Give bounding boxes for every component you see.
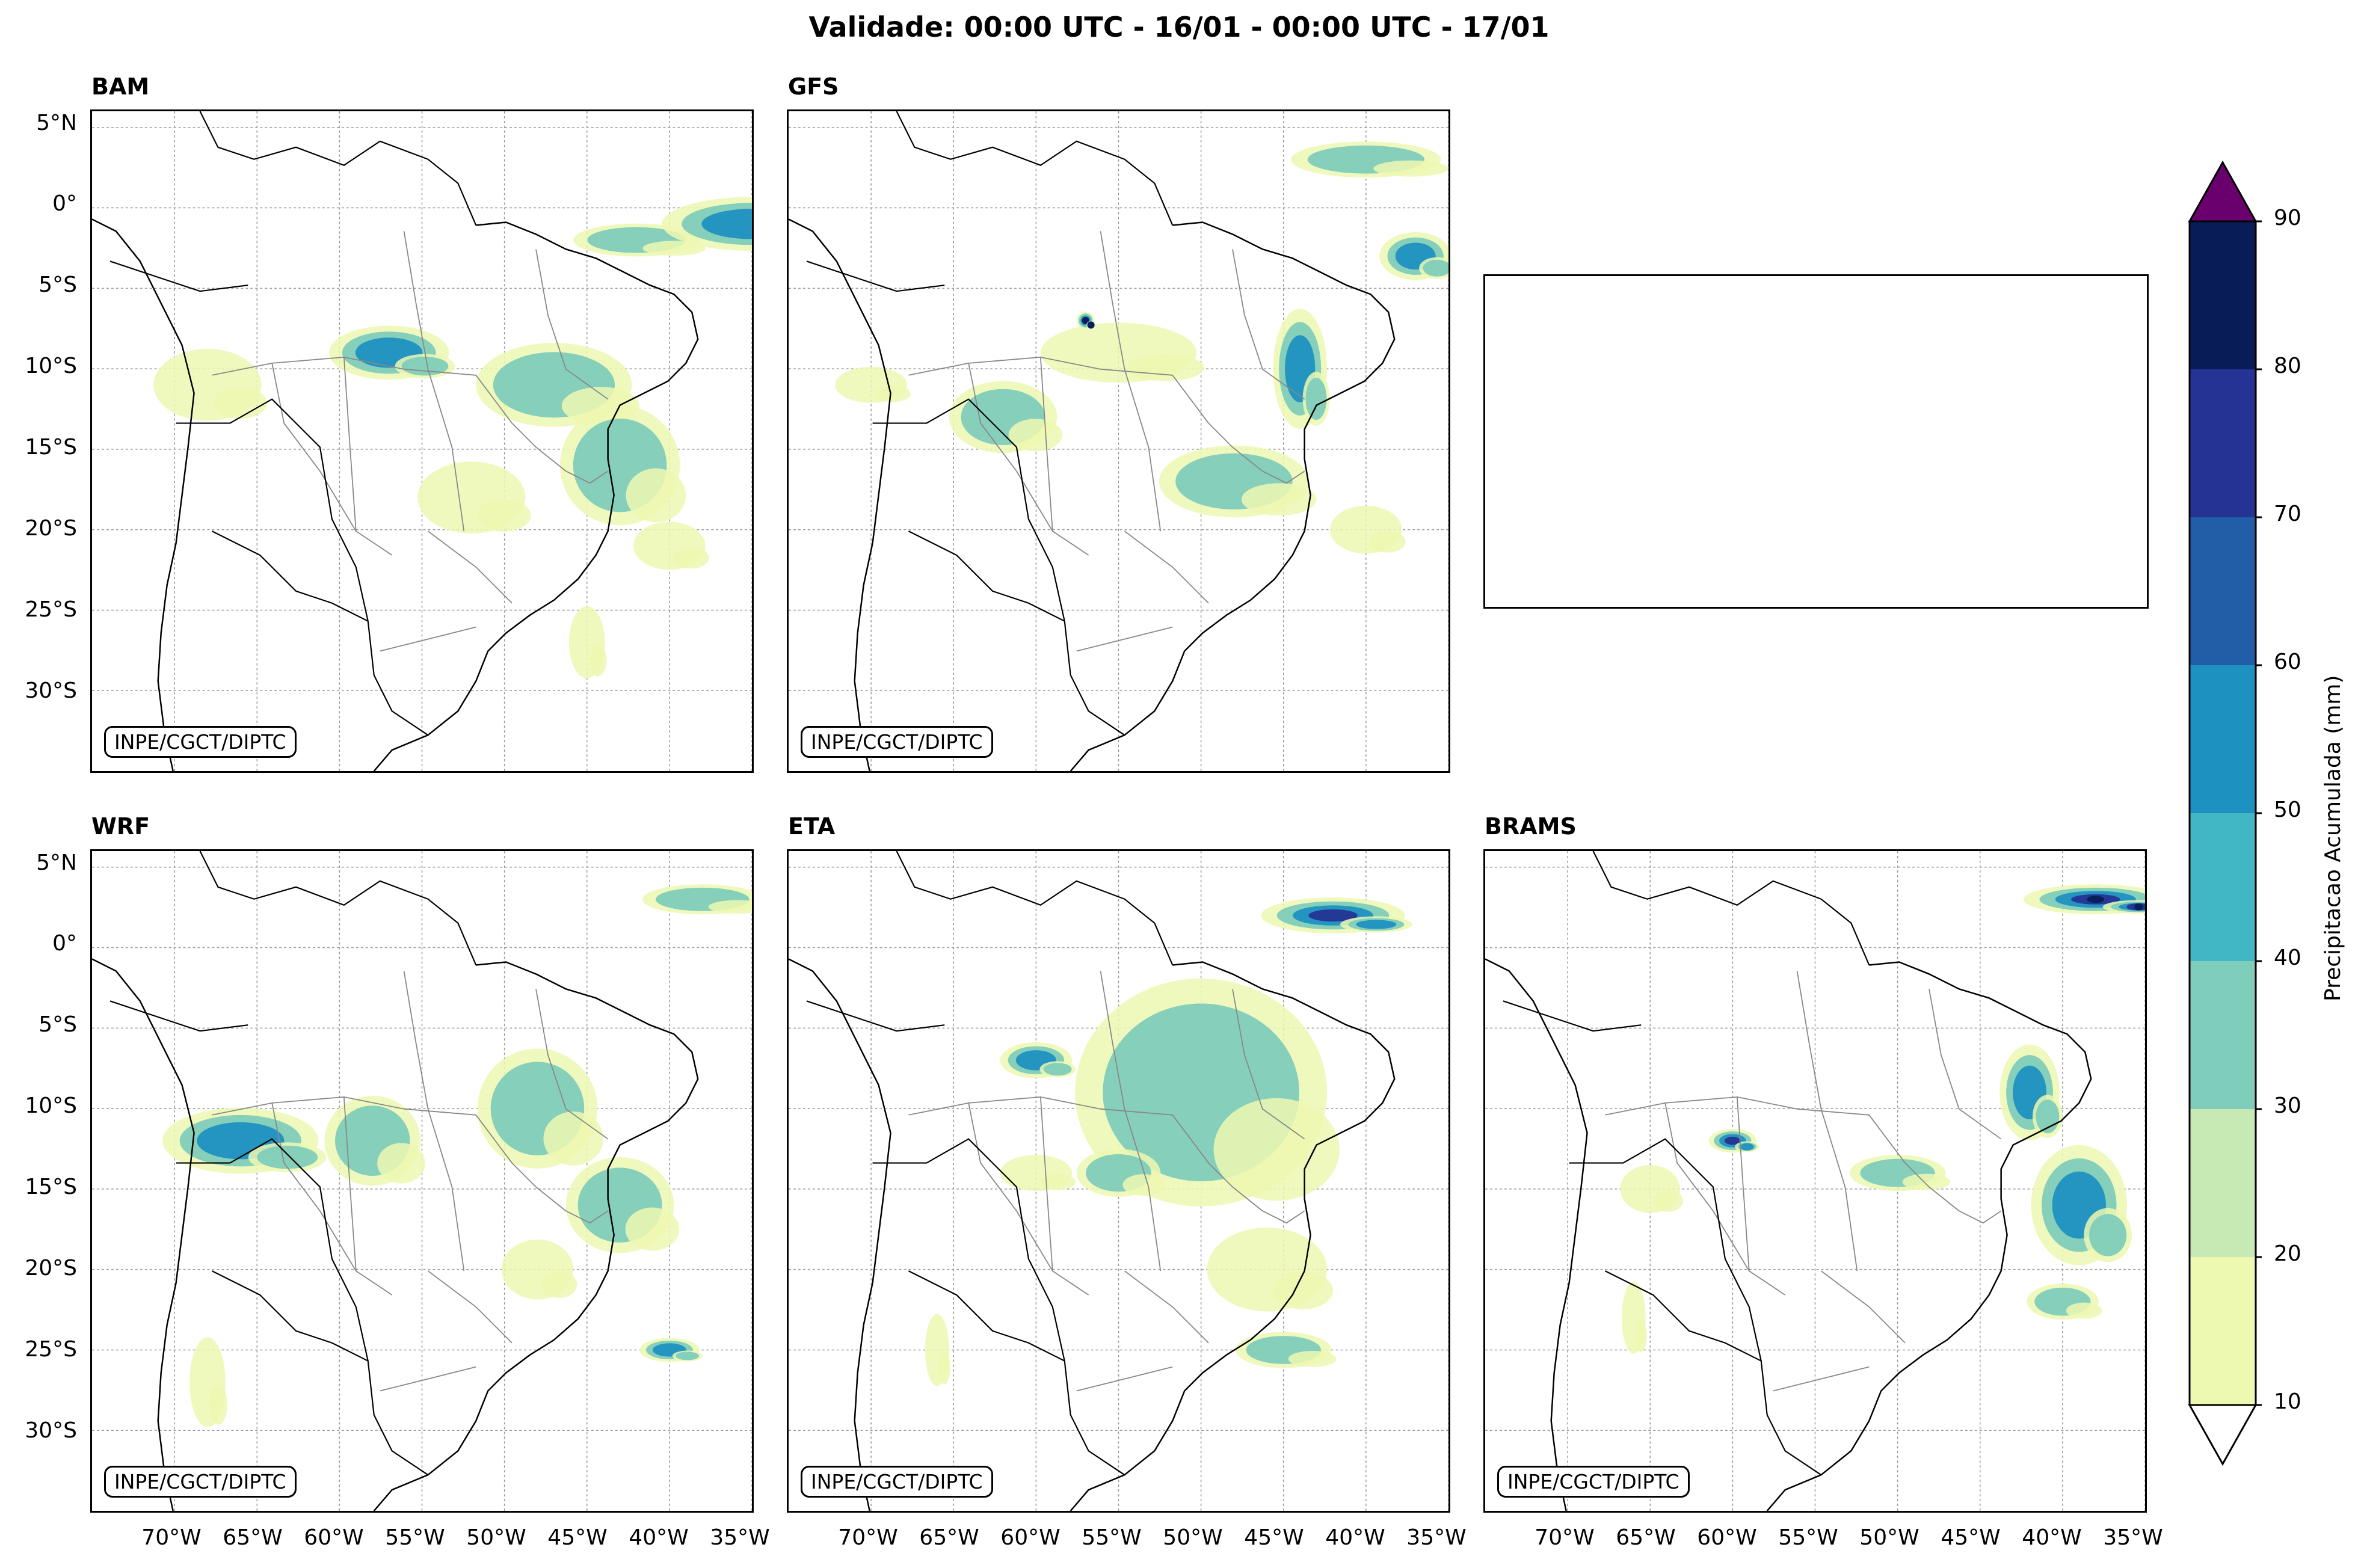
lon-label: 55°W	[1082, 1525, 1142, 1550]
map-svg-bam	[92, 111, 752, 771]
lon-label: 50°W	[1859, 1525, 1919, 1550]
lon-label: 60°W	[1000, 1525, 1060, 1550]
figure-title: Validade: 00:00 UTC - 16/01 - 00:00 UTC …	[808, 11, 1550, 43]
precipitation-field	[1620, 884, 2145, 1354]
lon-label: 65°W	[223, 1525, 283, 1550]
colorbar-over-extension	[2188, 160, 2258, 223]
lat-label: 30°S	[25, 678, 77, 703]
colorbar-tick: 70	[2274, 502, 2301, 526]
colorbar-segment	[2190, 813, 2256, 961]
colorbar-segment	[2190, 1257, 2256, 1405]
borders	[92, 111, 699, 771]
map-svg-eta	[789, 851, 1448, 1511]
colorbar-tick: 80	[2274, 354, 2301, 378]
colorbar-label: Precipitacao Acumulada (mm)	[2321, 675, 2345, 1001]
lon-label: 45°W	[547, 1525, 608, 1550]
gridlines	[789, 111, 1448, 771]
precipitation-field	[925, 897, 1412, 1386]
colorbar-tick: 20	[2274, 1241, 2301, 1266]
lon-label: 65°W	[1616, 1525, 1676, 1550]
lon-label: 40°W	[2022, 1525, 2082, 1550]
map-svg-brams	[1485, 851, 2145, 1511]
lat-label: 5°S	[38, 1012, 77, 1037]
colorbar-tick: 90	[2274, 206, 2301, 230]
precipitation-field	[153, 197, 752, 678]
borders	[789, 111, 1396, 771]
lon-label: 70°W	[1535, 1525, 1595, 1550]
colorbar-under-extension	[2188, 1404, 2258, 1466]
lat-label: 20°S	[25, 516, 77, 541]
precipitation-field	[162, 884, 752, 1427]
lat-label: 30°S	[25, 1418, 77, 1443]
lon-label: 50°W	[466, 1525, 526, 1550]
lat-label: 15°S	[25, 435, 77, 460]
lat-label: 0°	[52, 931, 77, 956]
colorbar-segment	[2190, 961, 2256, 1109]
map-svg-gfs	[789, 111, 1448, 771]
lat-label: 0°	[52, 191, 77, 216]
panel-title-bam: BAM	[91, 73, 150, 100]
precipitation-field	[835, 141, 1448, 554]
colorbar-segment	[2190, 1109, 2256, 1257]
lon-label: 60°W	[304, 1525, 364, 1550]
map-panel-brams: INPE/CGCT/DIPTC	[1483, 849, 2147, 1513]
colorbar-segment	[2190, 221, 2256, 369]
map-panel-wrf: INPE/CGCT/DIPTC	[90, 849, 754, 1513]
colorbar-tick: 50	[2274, 798, 2301, 822]
lat-label: 10°S	[25, 354, 77, 378]
map-panel-gfs: INPE/CGCT/DIPTC	[787, 109, 1450, 773]
lon-label: 55°W	[1778, 1525, 1838, 1550]
colorbar	[2188, 160, 2262, 1466]
borders	[789, 851, 1396, 1511]
lon-label: 40°W	[629, 1525, 689, 1550]
colorbar-tick: 60	[2274, 650, 2301, 674]
map-svg-wrf	[92, 851, 752, 1511]
colorbar-tick: 40	[2274, 945, 2301, 970]
lon-label: 35°W	[710, 1525, 770, 1550]
panel-title-wrf: WRF	[91, 813, 150, 840]
lat-label: 25°S	[25, 597, 77, 622]
colorbar-segment	[2190, 517, 2256, 665]
lat-label: 15°S	[25, 1175, 77, 1199]
lat-label: 5°S	[38, 272, 77, 297]
lon-label: 40°W	[1325, 1525, 1385, 1550]
lon-label: 70°W	[141, 1525, 202, 1550]
panel-title-brams: BRAMS	[1485, 813, 1577, 840]
lon-label: 60°W	[1697, 1525, 1757, 1550]
credit-badge: INPE/CGCT/DIPTC	[1497, 1466, 1690, 1498]
lat-label: 5°N	[36, 850, 77, 875]
lat-label: 25°S	[25, 1337, 77, 1362]
map-panel-bam: INPE/CGCT/DIPTC	[90, 109, 754, 773]
panel-title-eta: ETA	[788, 813, 836, 840]
lon-label: 55°W	[385, 1525, 445, 1550]
lon-label: 35°W	[2103, 1525, 2163, 1550]
credit-badge: INPE/CGCT/DIPTC	[801, 726, 993, 758]
borders	[1485, 851, 2092, 1511]
lon-label: 45°W	[1244, 1525, 1304, 1550]
lat-label: 5°N	[36, 111, 77, 135]
credit-badge: INPE/CGCT/DIPTC	[801, 1466, 993, 1498]
lon-label: 35°W	[1406, 1525, 1467, 1550]
lon-label: 70°W	[838, 1525, 898, 1550]
empty-legend-box	[1483, 274, 2149, 609]
lat-label: 10°S	[25, 1093, 77, 1118]
colorbar-segment	[2190, 369, 2256, 517]
colorbar-segment	[2190, 665, 2256, 813]
lon-label: 50°W	[1163, 1525, 1223, 1550]
colorbar-tick: 30	[2274, 1093, 2301, 1118]
lat-label: 20°S	[25, 1256, 77, 1281]
colorbar-tick: 10	[2274, 1389, 2301, 1414]
map-panel-eta: INPE/CGCT/DIPTC	[787, 849, 1450, 1513]
lon-label: 65°W	[919, 1525, 979, 1550]
panel-title-gfs: GFS	[788, 73, 839, 100]
credit-badge: INPE/CGCT/DIPTC	[104, 726, 297, 758]
credit-badge: INPE/CGCT/DIPTC	[104, 1466, 297, 1498]
lon-label: 45°W	[1941, 1525, 2001, 1550]
borders	[92, 851, 699, 1511]
